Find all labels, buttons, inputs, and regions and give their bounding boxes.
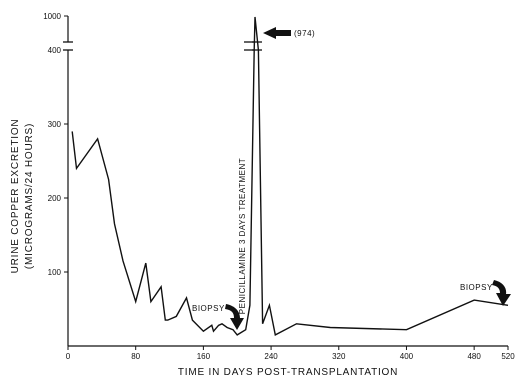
tick-labels: 0 80 160 240 320 400 480 520 100 200 300 400 1000	[43, 12, 515, 361]
biopsy-label-1: BIOPSY	[192, 304, 225, 313]
peak-break-marks	[244, 41, 262, 51]
series-line	[71, 16, 509, 336]
peak-arrow-icon	[263, 27, 291, 39]
x-tick-label: 240	[264, 352, 278, 361]
axes	[63, 16, 508, 347]
x-axis-title: TIME IN DAYS POST-TRANSPLANTATION	[178, 367, 398, 378]
ticks	[64, 15, 509, 350]
treatment-label: PENICILLAMINE 3 DAYS TREATMENT	[238, 158, 247, 314]
y-tick-label: 300	[48, 120, 62, 129]
biopsy-label-2: BIOPSY	[460, 283, 493, 292]
x-tick-label: 320	[332, 352, 346, 361]
y-tick-label: 100	[48, 268, 62, 277]
biopsy-arrow-1-icon	[225, 304, 244, 330]
x-tick-label: 520	[501, 352, 515, 361]
x-tick-label: 480	[467, 352, 481, 361]
x-tick-label: 0	[66, 352, 71, 361]
y-tick-label: 400	[48, 46, 62, 55]
x-tick-label: 400	[400, 352, 414, 361]
y-axis-title-line1: URINE COPPER EXCRETION	[10, 119, 21, 274]
y-tick-label: 200	[48, 194, 62, 203]
y-break-tick-label: 1000	[43, 12, 61, 21]
x-tick-label: 80	[131, 352, 140, 361]
peak-value-label: (974)	[294, 29, 315, 38]
series-layer	[71, 16, 509, 336]
biopsy-arrow-2-icon	[492, 280, 511, 306]
x-tick-label: 160	[197, 352, 211, 361]
y-axis-title-line2: (MICROGRAMS/24 HOURS)	[24, 123, 35, 269]
